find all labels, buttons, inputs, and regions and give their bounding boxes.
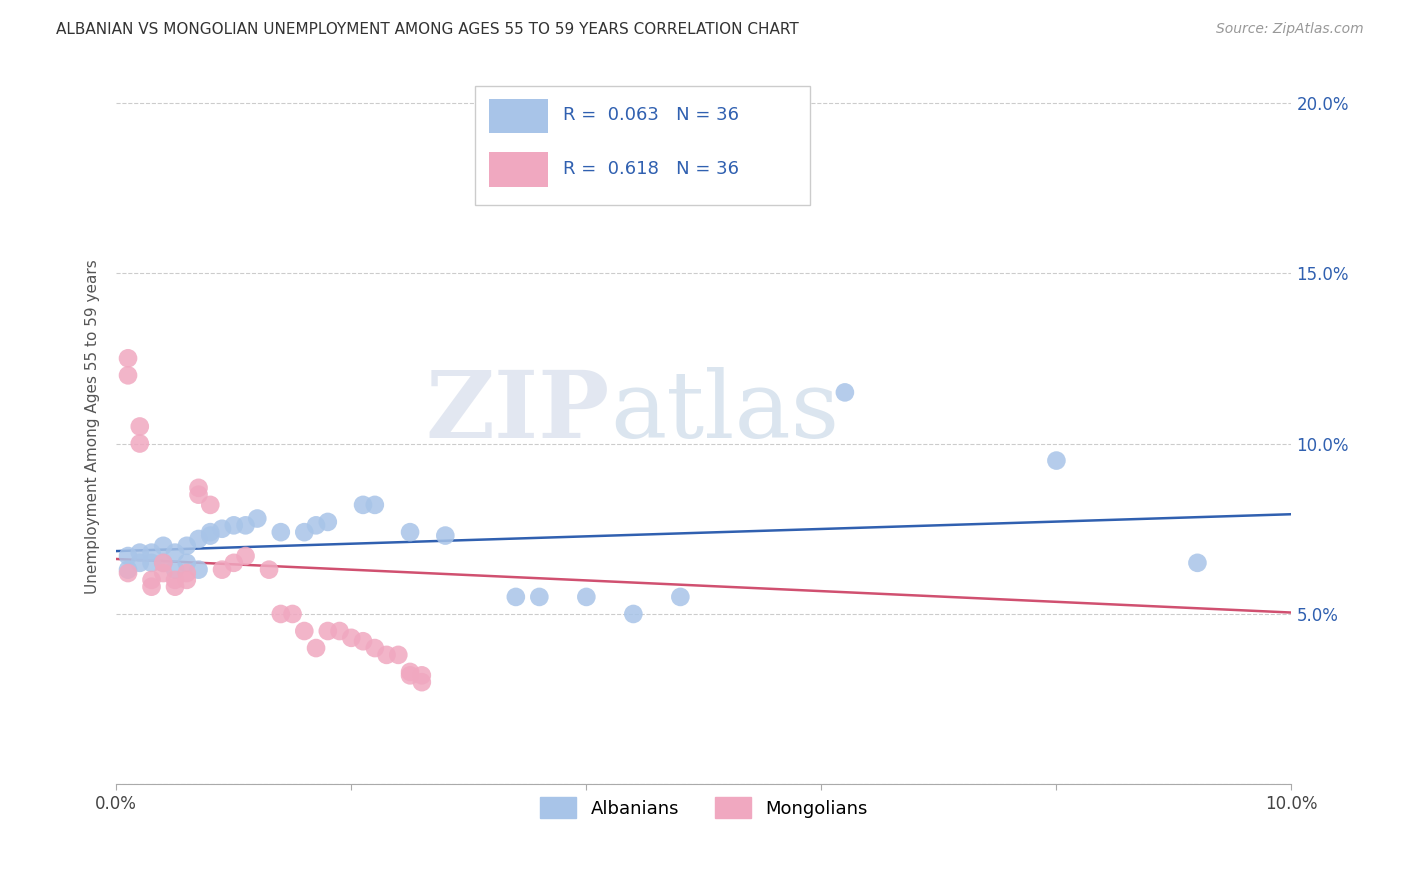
Point	[128, 436, 150, 450]
Point	[187, 563, 209, 577]
Point	[575, 590, 598, 604]
Point	[141, 546, 163, 560]
Point	[399, 525, 422, 540]
Point	[152, 556, 174, 570]
Point	[340, 631, 363, 645]
Point	[200, 525, 222, 540]
Point	[411, 668, 433, 682]
Point	[305, 518, 328, 533]
FancyBboxPatch shape	[475, 87, 810, 204]
Point	[292, 525, 315, 540]
Text: ZIP: ZIP	[426, 368, 610, 458]
Point	[669, 590, 692, 604]
Point	[200, 528, 222, 542]
Point	[176, 573, 198, 587]
Point	[128, 556, 150, 570]
Point	[128, 419, 150, 434]
Point	[187, 532, 209, 546]
Point	[222, 518, 245, 533]
Point	[187, 481, 209, 495]
Point	[117, 563, 139, 577]
Point	[117, 549, 139, 563]
Text: atlas: atlas	[610, 368, 839, 458]
Point	[200, 498, 222, 512]
Bar	[489, 99, 547, 133]
Point	[621, 607, 644, 621]
Point	[187, 488, 209, 502]
Bar	[489, 153, 547, 186]
Point	[141, 556, 163, 570]
Point	[411, 675, 433, 690]
Point	[364, 498, 387, 512]
Point	[152, 566, 174, 580]
Point	[141, 580, 163, 594]
Point	[163, 563, 186, 577]
Point	[211, 522, 233, 536]
Point	[305, 641, 328, 656]
Point	[235, 518, 257, 533]
Point	[316, 624, 339, 638]
Point	[152, 556, 174, 570]
Point	[387, 648, 409, 662]
Point	[246, 511, 269, 525]
Point	[505, 590, 527, 604]
Point	[117, 351, 139, 366]
Point	[117, 566, 139, 580]
Point	[163, 546, 186, 560]
Point	[163, 573, 186, 587]
Point	[128, 546, 150, 560]
Point	[211, 563, 233, 577]
Point	[316, 515, 339, 529]
Text: Source: ZipAtlas.com: Source: ZipAtlas.com	[1216, 22, 1364, 37]
Point	[399, 668, 422, 682]
Legend: Albanians, Mongolians: Albanians, Mongolians	[533, 790, 875, 825]
Point	[176, 539, 198, 553]
Point	[163, 580, 186, 594]
Point	[434, 528, 457, 542]
Point	[117, 368, 139, 383]
Point	[222, 556, 245, 570]
Text: ALBANIAN VS MONGOLIAN UNEMPLOYMENT AMONG AGES 55 TO 59 YEARS CORRELATION CHART: ALBANIAN VS MONGOLIAN UNEMPLOYMENT AMONG…	[56, 22, 799, 37]
Point	[352, 498, 374, 512]
Point	[235, 549, 257, 563]
Point	[257, 563, 280, 577]
Text: R =  0.063   N = 36: R = 0.063 N = 36	[562, 106, 738, 124]
Point	[352, 634, 374, 648]
Point	[270, 607, 292, 621]
Point	[176, 566, 198, 580]
Point	[281, 607, 304, 621]
Point	[141, 573, 163, 587]
Point	[693, 112, 716, 127]
Point	[176, 556, 198, 570]
Y-axis label: Unemployment Among Ages 55 to 59 years: Unemployment Among Ages 55 to 59 years	[86, 259, 100, 594]
Point	[1187, 556, 1209, 570]
Point	[152, 539, 174, 553]
Point	[364, 641, 387, 656]
Text: R =  0.618   N = 36: R = 0.618 N = 36	[562, 160, 738, 178]
Point	[834, 385, 856, 400]
Point	[270, 525, 292, 540]
Point	[292, 624, 315, 638]
Point	[1045, 453, 1067, 467]
Point	[375, 648, 398, 662]
Point	[329, 624, 352, 638]
Point	[399, 665, 422, 679]
Point	[529, 590, 551, 604]
